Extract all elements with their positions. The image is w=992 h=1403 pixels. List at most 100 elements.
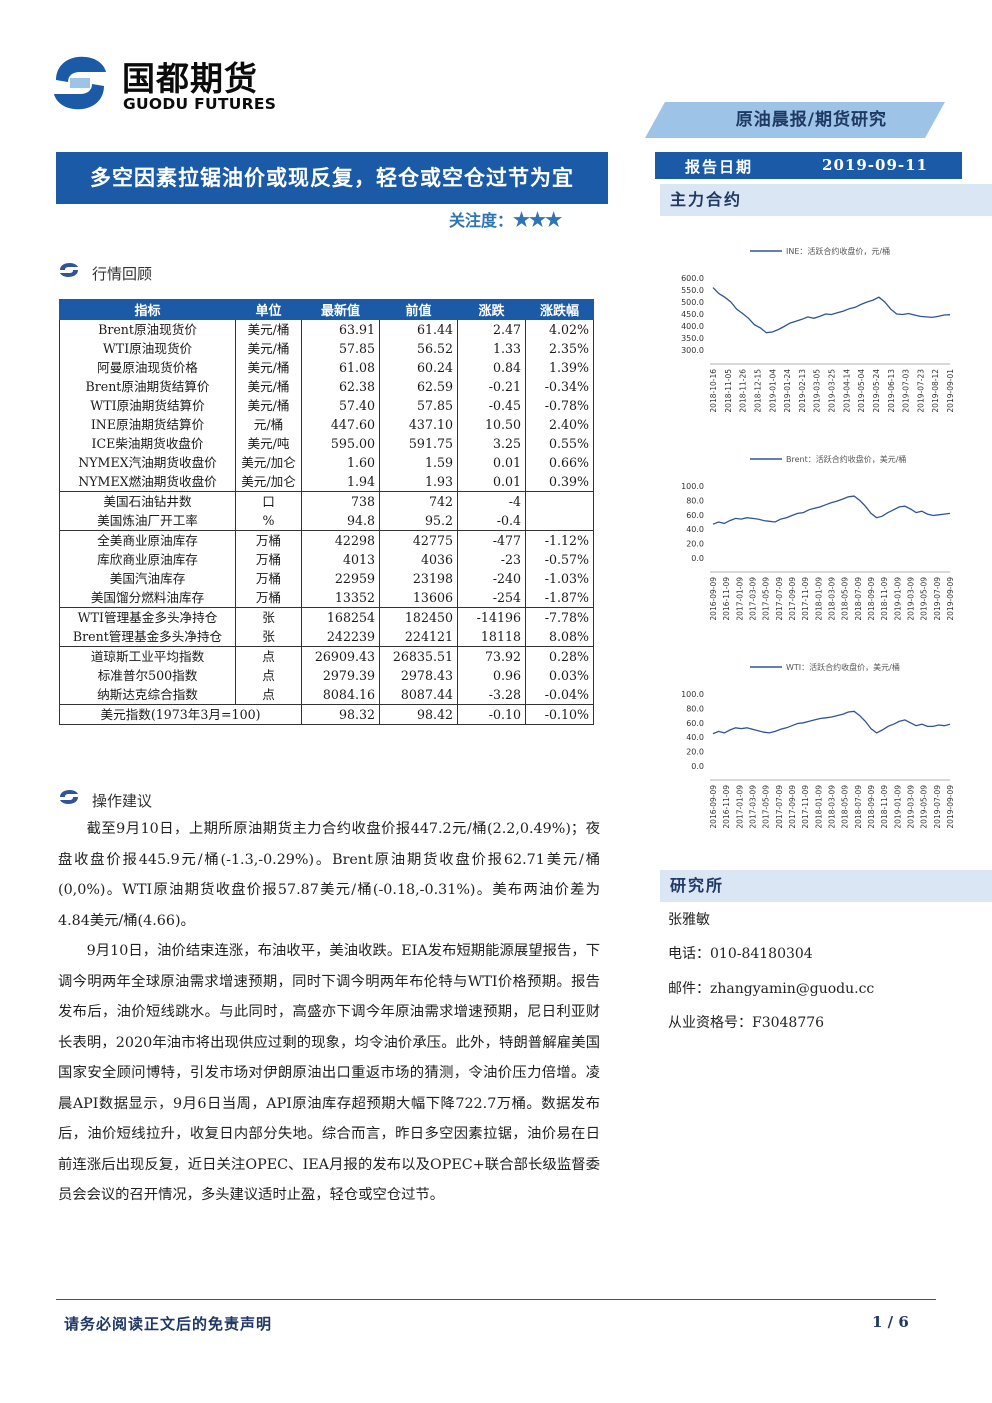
table-cell: 8087.44 <box>379 685 458 705</box>
section-title-advice: 操作建议 <box>92 792 153 810</box>
y-tick-label: 80.0 <box>686 704 704 713</box>
table-cell: 94.8 <box>301 511 380 531</box>
table-row: ICE柴油期货收盘价 美元/吨 595.00 591.75 3.25 0.55% <box>59 434 594 453</box>
analyst-email: 邮件：zhangyamin@guodu.cc <box>668 981 875 997</box>
table-cell: 美元/加仑 <box>235 472 302 492</box>
table-cell: -0.34% <box>525 377 594 396</box>
table-cell: 万桶 <box>235 569 302 588</box>
x-tick-label: 2018-11-05 <box>724 369 733 412</box>
x-tick-label: 2019-05-09 <box>920 577 929 620</box>
x-tick-label: 2018-03-09 <box>828 577 837 620</box>
y-tick-label: 40.0 <box>686 733 704 742</box>
table-cell: 26909.43 <box>301 646 380 666</box>
table-cell: -0.57% <box>525 550 594 569</box>
x-tick-label: 2019-07-03 <box>902 369 911 412</box>
x-tick-label: 2019-02-13 <box>798 369 807 412</box>
table-cell: 8084.16 <box>301 685 380 705</box>
x-tick-label: 2019-01-09 <box>893 785 902 828</box>
table-cell: 万桶 <box>235 588 302 608</box>
table-cell: -0.45 <box>457 396 526 415</box>
table-cell: -240 <box>457 569 526 588</box>
table-row: NYMEX汽油期货收盘价 美元/加仑 1.60 1.59 0.01 0.66% <box>59 453 594 472</box>
table-cell: 22959 <box>301 569 380 588</box>
table-cell: Brent原油期货结算价 <box>59 377 236 396</box>
x-tick-label: 2018-11-09 <box>880 785 889 828</box>
table-header-cell: 最新值 <box>301 299 380 320</box>
y-tick-label: 20.0 <box>686 748 704 757</box>
table-cell: 美元/桶 <box>235 358 302 377</box>
x-tick-label: 2018-01-09 <box>814 785 823 828</box>
advice-body: 截至9月10日，上期所原油期货主力合约收盘价报447.2元/桶(2.2,0.49… <box>58 814 600 1211</box>
table-cell: 美元/吨 <box>235 434 302 453</box>
research-heading: 研究所 <box>660 870 992 902</box>
table-cell: 1.60 <box>301 453 380 472</box>
legend-label: INE：活跃合约收盘价，元/桶 <box>786 246 890 256</box>
table-cell: 42775 <box>379 530 458 550</box>
x-tick-label: 2018-07-09 <box>854 785 863 828</box>
table-cell: % <box>235 511 302 531</box>
table-cell: 美元/桶 <box>235 396 302 415</box>
x-tick-label: 2018-11-26 <box>739 369 748 412</box>
disclaimer-link[interactable]: 请务必阅读正文后的免责声明 <box>64 1315 273 1333</box>
table-cell: 0.39% <box>525 472 594 492</box>
table-cell: -1.12% <box>525 530 594 550</box>
section-bullet-icon <box>60 790 78 804</box>
y-tick-label: 60.0 <box>686 719 704 728</box>
table-cell: 4013 <box>301 550 380 569</box>
table-cell: -0.10 <box>457 704 526 725</box>
table-cell: 1.59 <box>379 453 458 472</box>
table-cell: 点 <box>235 646 302 666</box>
table-cell: 万桶 <box>235 530 302 550</box>
table-cell: 447.60 <box>301 415 380 434</box>
table-cell: 美国石油钻井数 <box>59 491 236 511</box>
y-tick-label: 500.0 <box>681 298 704 307</box>
x-tick-label: 2017-11-09 <box>801 785 810 828</box>
analyst-license: 从业资格号：F3048776 <box>668 1015 825 1031</box>
table-cell: 0.55% <box>525 434 594 453</box>
table-row: 标准普尔500指数点 2979.39 2978.43 0.96 0.03% <box>59 666 594 685</box>
y-tick-label: 60.0 <box>686 511 704 520</box>
table-cell: 62.38 <box>301 377 380 396</box>
report-date-label: 报告日期 <box>685 158 754 176</box>
table-cell: 57.85 <box>301 339 380 358</box>
table-cell: WTI管理基金多头净持仓 <box>59 607 236 627</box>
x-tick-label: 2016-09-09 <box>709 785 718 828</box>
table-cell: 62.59 <box>379 377 458 396</box>
table-row: WTI原油期货结算价 美元/桶 57.40 57.85 -0.45 -0.78% <box>59 396 594 415</box>
table-cell: 美元/桶 <box>235 339 302 358</box>
table-row: WTI管理基金多头净持仓张 168254 182450 -14196 -7.78% <box>59 607 594 627</box>
y-tick-label: 350.0 <box>681 334 704 343</box>
guodu-logo-icon <box>54 56 106 110</box>
table-row: INE原油期货结算价 元/桶 447.60 437.10 10.50 2.40% <box>59 415 594 434</box>
table-cell: 224121 <box>379 627 458 647</box>
x-tick-label: 2017-07-09 <box>775 785 784 828</box>
table-cell: 美元/加仑 <box>235 453 302 472</box>
table-cell: 437.10 <box>379 415 458 434</box>
x-tick-label: 2019-03-09 <box>907 577 916 620</box>
table-row: Brent管理基金多头净持仓张 242239 224121 18118 8.08% <box>59 627 594 647</box>
x-tick-label: 2018-05-09 <box>841 785 850 828</box>
table-cell: 0.01 <box>457 472 526 492</box>
x-tick-label: 2017-05-09 <box>762 577 771 620</box>
table-cell: -1.03% <box>525 569 594 588</box>
table-cell: WTI原油现货价 <box>59 339 236 358</box>
x-tick-label: 2016-09-09 <box>709 577 718 620</box>
x-tick-label: 2018-09-09 <box>867 577 876 620</box>
table-cell: -4 <box>457 491 526 511</box>
table-row: 美国馏分燃料油库存 万桶 13352 13606 -254 -1.87% <box>59 588 594 608</box>
table-cell: 0.01 <box>457 453 526 472</box>
table-header-row: 指标 单位 最新值 前值 涨跌 涨跌幅 <box>59 299 594 320</box>
x-tick-label: 2019-05-04 <box>857 369 866 412</box>
x-tick-label: 2018-10-16 <box>709 369 718 412</box>
logo-chinese-name: 国都期货 <box>122 59 258 98</box>
y-tick-label: 600.0 <box>681 274 704 283</box>
table-cell: 595.00 <box>301 434 380 453</box>
main-contract-heading: 主力合约 <box>660 184 992 216</box>
table-cell: 0.96 <box>457 666 526 685</box>
table-cell: -254 <box>457 588 526 608</box>
table-cell: NYMEX汽油期货收盘价 <box>59 453 236 472</box>
table-row: 全美商业原油库存 万桶 42298 42775 -477 -1.12% <box>59 530 594 550</box>
y-tick-label: 0.0 <box>691 554 704 563</box>
table-row: Brent原油现货价 美元/桶 63.91 61.44 2.47 4.02% <box>59 319 594 339</box>
x-tick-label: 2019-05-09 <box>920 785 929 828</box>
